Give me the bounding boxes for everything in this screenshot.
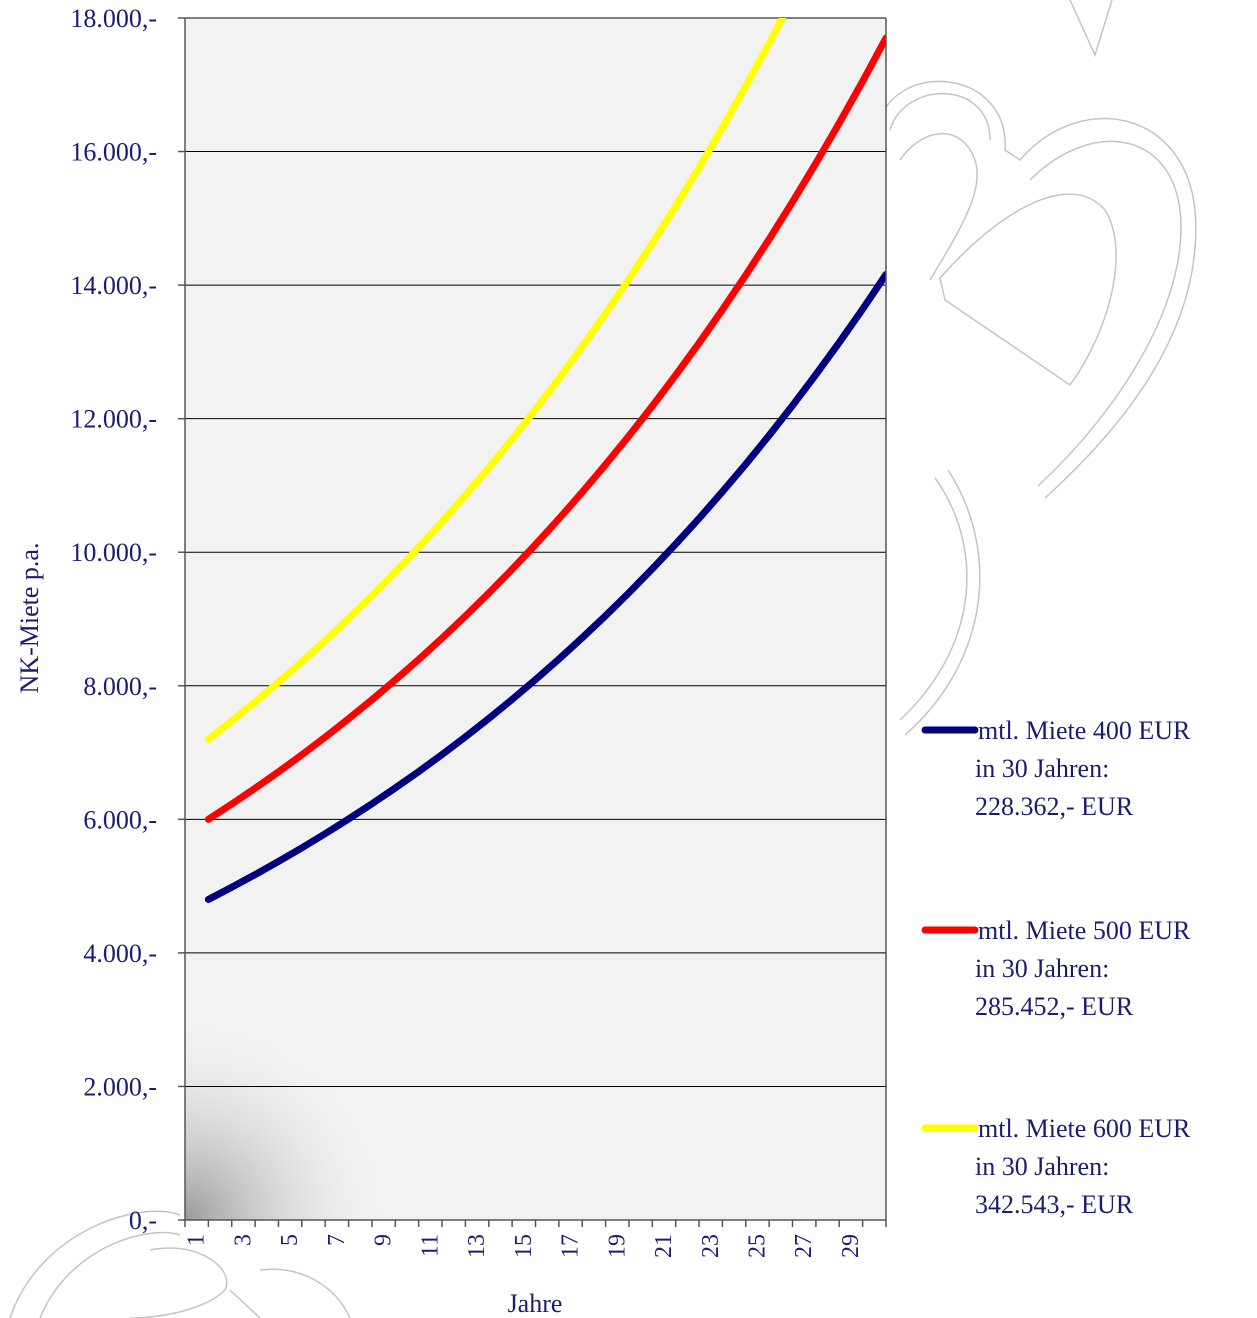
y-tick-label: 12.000,- — [70, 405, 157, 434]
x-tick-label: 17 — [558, 1234, 584, 1258]
y-tick-label: 16.000,- — [70, 138, 157, 167]
legend-label-3-line-2: in 30 Jahren: — [975, 1152, 1109, 1181]
y-tick-label: 18.000,- — [70, 4, 157, 33]
plot-corner-shading — [185, 1010, 395, 1220]
legend: mtl. Miete 400 EUR in 30 Jahren: 228.362,-… — [921, 716, 1191, 1219]
x-tick-label: 23 — [698, 1234, 724, 1258]
y-tick-label: 4.000,- — [83, 939, 157, 968]
x-tick-label: 15 — [511, 1234, 537, 1258]
x-tick-label: 3 — [230, 1234, 256, 1246]
y-tick-label: 2.000,- — [83, 1072, 157, 1101]
y-axis-title: NK-Miete p.a. — [15, 543, 44, 694]
x-tick-label: 13 — [464, 1234, 490, 1258]
series-line-3 — [204, 18, 787, 743]
legend-label-3-line-3: 342.543,- EUR — [975, 1190, 1134, 1219]
watermark-logo — [9, 0, 1197, 1318]
axes-layer: 0,- 2.000,- 4.000,- 6.000,- 8.000,- 10.000,- 1… — [70, 4, 887, 1258]
series-layer — [204, 18, 886, 903]
x-tick-label: 11 — [417, 1234, 443, 1257]
plot-area — [185, 17, 886, 1220]
x-tick-label: 1 — [184, 1234, 210, 1246]
legend-label-2-line-3: 285.452,- EUR — [975, 992, 1134, 1021]
legend-label-2-line-1: mtl. Miete 500 EUR — [978, 916, 1191, 945]
legend-label-3-line-1: mtl. Miete 600 EUR — [978, 1114, 1191, 1143]
y-tick-label: 6.000,- — [83, 805, 157, 834]
x-tick-label: 29 — [838, 1234, 864, 1258]
y-tick-label: 14.000,- — [70, 271, 157, 300]
x-axis-title: Jahre — [508, 1289, 563, 1318]
series-line-2 — [204, 34, 886, 823]
x-tick-label: 25 — [744, 1234, 770, 1258]
x-tick-label: 21 — [651, 1234, 677, 1258]
legend-label-2-line-2: in 30 Jahren: — [975, 954, 1109, 983]
legend-label-1-line-3: 228.362,- EUR — [975, 792, 1134, 821]
legend-label-1-line-2: in 30 Jahren: — [975, 754, 1109, 783]
x-tick-label: 5 — [277, 1234, 303, 1246]
x-tick-label: 7 — [324, 1234, 350, 1246]
series-line-1 — [204, 270, 886, 903]
y-tick-label: 10.000,- — [70, 538, 157, 567]
x-tick-label: 19 — [604, 1234, 630, 1258]
x-tick-label: 9 — [371, 1234, 397, 1246]
y-tick-label: 8.000,- — [83, 672, 157, 701]
x-tick-label: 27 — [791, 1234, 817, 1258]
y-tick-label: 0,- — [129, 1206, 157, 1235]
legend-label-1-line-1: mtl. Miete 400 EUR — [978, 716, 1191, 745]
